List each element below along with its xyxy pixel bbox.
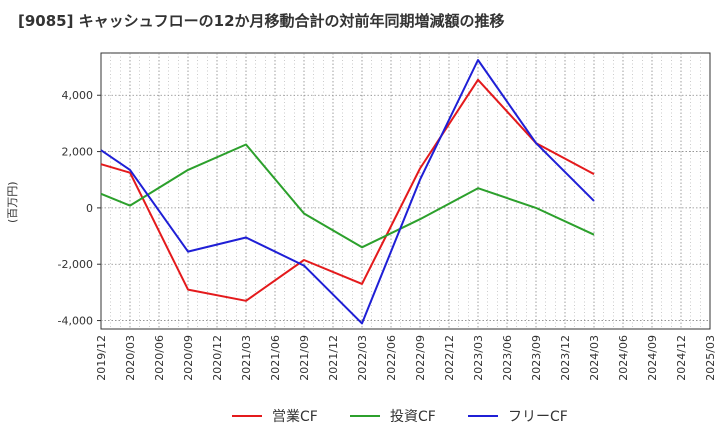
y-tick-label: -2,000 (58, 258, 93, 271)
x-ticks: 2019/12 2020/03 2020/06 2020/09 2020/12 2021/… (95, 335, 717, 381)
x-tick-label: 2021/06 (269, 335, 282, 381)
chart-title: [9085] キャッシュフローの12か月移動合計の対前年同期増減額の推移 (18, 12, 505, 30)
x-tick-label: 2022/12 (443, 335, 456, 381)
x-tick-label: 2020/03 (124, 335, 137, 381)
x-tick-label: 2019/12 (95, 335, 108, 381)
x-tick-label: 2020/09 (182, 335, 195, 381)
x-tick-label: 2025/03 (704, 335, 717, 381)
x-tick-label: 2023/03 (472, 335, 485, 381)
y-tick-label: 4,000 (62, 89, 94, 102)
x-tick-label: 2021/03 (240, 335, 253, 381)
y-tick-label: -4,000 (58, 315, 93, 328)
x-tick-label: 2023/09 (530, 335, 543, 381)
legend-label-free-cf: フリーCF (508, 409, 568, 425)
x-tick-label: 2020/12 (211, 335, 224, 381)
x-tick-label: 2023/12 (559, 335, 572, 381)
series-line-investing-cf (100, 143, 595, 249)
x-tick-label: 2022/06 (385, 335, 398, 381)
x-tick-label: 2022/03 (356, 335, 369, 381)
legend: 営業CF 投資CF フリーCF (0, 404, 720, 428)
y-tick-label: 2,000 (62, 146, 94, 159)
legend-item-investing-cf: 投資CF (350, 404, 436, 428)
legend-swatch-free-cf (468, 415, 498, 417)
legend-swatch-investing-cf (350, 415, 380, 417)
y-tick-label: 0 (86, 202, 93, 215)
x-tick-label: 2021/12 (327, 335, 340, 381)
series-line-operating-cf (100, 78, 595, 302)
legend-item-operating-cf: 営業CF (232, 404, 318, 428)
series-line-free-cf (100, 59, 595, 325)
plot-area (100, 52, 711, 330)
series-lines (100, 59, 595, 325)
x-tick-label: 2021/09 (298, 335, 311, 381)
x-tick-label: 2020/06 (153, 335, 166, 381)
x-tick-label: 2024/12 (675, 335, 688, 381)
legend-label-operating-cf: 営業CF (272, 409, 318, 425)
legend-label-investing-cf: 投資CF (390, 409, 436, 425)
x-tick-label: 2022/09 (414, 335, 427, 381)
x-tick-label: 2024/03 (588, 335, 601, 381)
grid (101, 53, 710, 329)
x-tick-label: 2024/09 (646, 335, 659, 381)
x-tick-label: 2024/06 (617, 335, 630, 381)
legend-swatch-operating-cf (232, 415, 262, 417)
y-ticks: -4,000 -2,000 0 2,000 4,000 (58, 89, 101, 328)
x-tick-label: 2023/06 (501, 335, 514, 381)
legend-item-free-cf: フリーCF (468, 404, 568, 428)
